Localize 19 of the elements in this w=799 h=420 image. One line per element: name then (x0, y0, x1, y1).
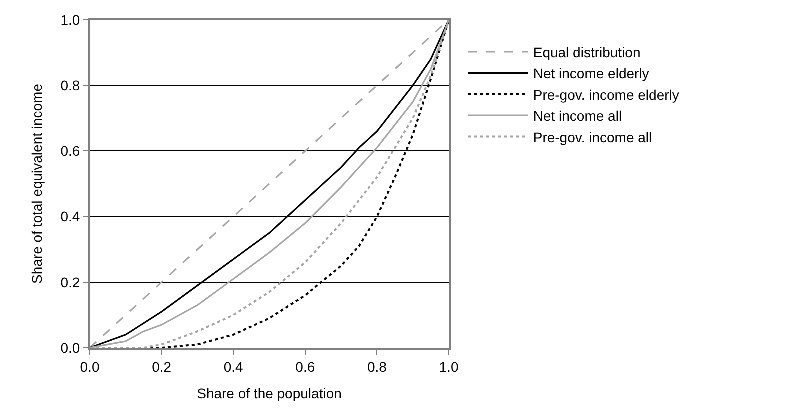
y-tick-label: 1.0 (60, 12, 80, 28)
x-tick-label: 0.2 (152, 358, 172, 375)
x-tick-label: 1.0 (439, 358, 459, 375)
y-tick-label: 0.0 (60, 340, 80, 356)
y-tick-label: 0.6 (60, 143, 80, 160)
y-tick-label: 0.2 (60, 274, 80, 290)
x-tick-label: 0.6 (296, 358, 316, 375)
legend-label: Net income all (533, 108, 622, 124)
y-tick-label: 0.4 (60, 208, 80, 225)
x-tick-label: 0.0 (80, 358, 100, 375)
x-axis-title: Share of the population (197, 386, 342, 402)
y-axis-title: Share of total equivalent income (28, 84, 45, 284)
x-tick-label: 0.4 (224, 358, 244, 375)
x-tick-label: 0.8 (367, 358, 388, 375)
y-tick-label: 0.8 (60, 78, 80, 94)
legend-label: Net income elderly (533, 66, 650, 82)
legend-label: Pre-gov. income elderly (533, 86, 680, 103)
legend-label: Pre-gov. income all (533, 129, 652, 146)
legend-label: Equal distribution (533, 44, 641, 60)
